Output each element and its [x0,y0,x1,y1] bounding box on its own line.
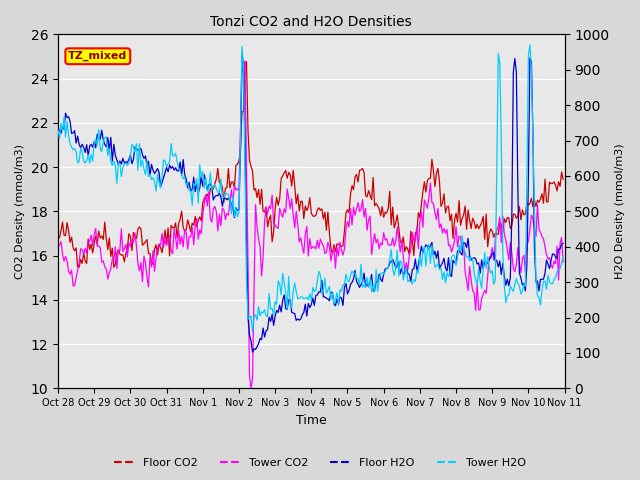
X-axis label: Time: Time [296,414,326,427]
Legend: Floor CO2, Tower CO2, Floor H2O, Tower H2O: Floor CO2, Tower CO2, Floor H2O, Tower H… [109,453,531,472]
Text: TZ_mixed: TZ_mixed [68,51,127,61]
Title: Tonzi CO2 and H2O Densities: Tonzi CO2 and H2O Densities [211,15,412,29]
Y-axis label: CO2 Density (mmol/m3): CO2 Density (mmol/m3) [15,144,25,279]
Y-axis label: H2O Density (mmol/m3): H2O Density (mmol/m3) [615,144,625,279]
